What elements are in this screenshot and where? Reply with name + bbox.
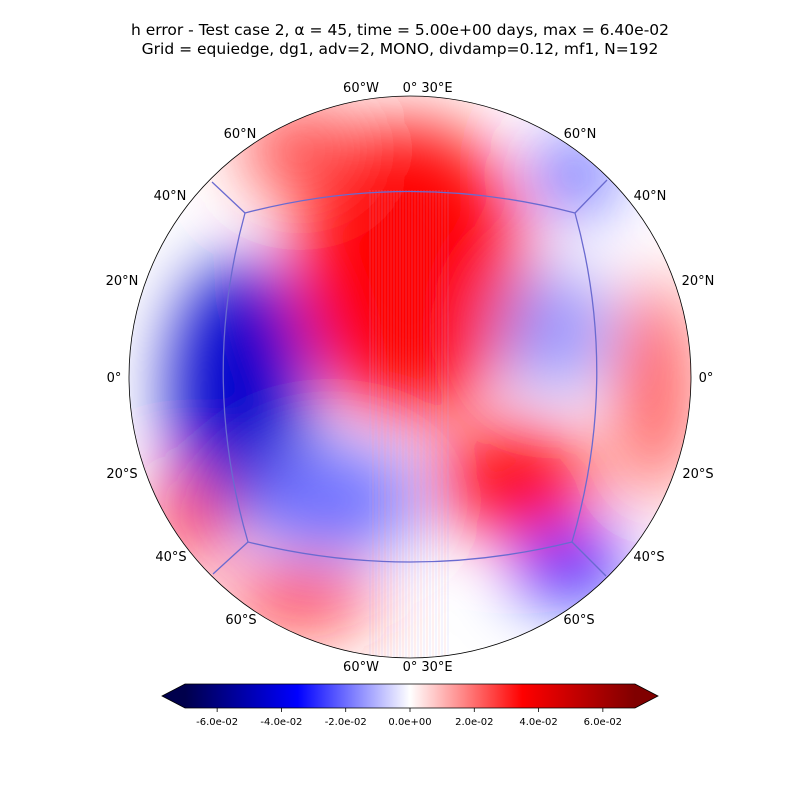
colorbar-tick-label: -2.0e-02 [325, 717, 367, 728]
lat-label-left: 20°S [106, 467, 137, 482]
lon-label-top: 0° [403, 81, 418, 96]
lat-label-left: 20°N [106, 274, 139, 289]
colorbar-tick-label: 6.0e-02 [584, 717, 622, 728]
field-blob-4 [500, 270, 610, 390]
error-field-blobs [155, 105, 690, 630]
lat-label-left: 60°N [224, 127, 257, 142]
colorbar-tick-label: -4.0e-02 [260, 717, 302, 728]
field-blob-0 [295, 120, 525, 420]
panel-corner-tr [574, 179, 608, 214]
colorbar-tick-label: 4.0e-02 [519, 717, 557, 728]
lon-label-bottom: 60°W [343, 660, 379, 675]
lat-label-left: 0° [107, 371, 122, 386]
lon-label-bottom: 30°E [421, 660, 452, 675]
colorbar-tick-label: -6.0e-02 [196, 717, 238, 728]
lat-label-right: 0° [699, 371, 714, 386]
lat-label-right: 20°S [682, 467, 713, 482]
lon-label-top: 30°E [421, 81, 452, 96]
lat-label-left: 40°S [155, 550, 186, 565]
field-blob-7 [515, 530, 625, 600]
field-blob-3 [240, 445, 420, 555]
panel-corner-br [571, 541, 607, 577]
chart-subtitle: Grid = equiedge, dg1, adv=2, MONO, divda… [141, 40, 659, 58]
panel-edge-left [222, 212, 249, 543]
colorbar-extend-min [162, 684, 185, 708]
panel-edge-right [571, 212, 598, 543]
cube-panel-edges [211, 179, 608, 577]
panel-seam-stripes [369, 190, 449, 658]
lat-label-right: 20°N [682, 274, 715, 289]
panel-edge-top [244, 190, 576, 214]
field-blob-9 [535, 140, 615, 210]
field-blob-6 [225, 570, 375, 630]
panel-corner-tl [211, 181, 246, 214]
lon-label-top: 60°W [343, 81, 379, 96]
field-blob-5 [435, 425, 595, 535]
lat-label-left: 40°N [154, 189, 187, 204]
colorbar-ticks: -6.0e-02 -4.0e-02 -2.0e-02 0.0e+00 2.0e-02 4.… [196, 708, 622, 728]
colorbar-outline [161, 683, 659, 709]
chart-title: h error - Test case 2, α = 45, time = 5.… [130, 21, 670, 39]
colorbar-tick-label: 0.0e+00 [388, 717, 431, 728]
colorbar-gradient [185, 684, 635, 708]
lat-label-right: 60°N [564, 127, 597, 142]
globe-field [129, 96, 691, 658]
field-blob-8 [620, 280, 690, 500]
panel-corner-bl [212, 541, 249, 575]
lat-label-right: 40°S [633, 550, 664, 565]
lon-label-bottom: 0° [403, 660, 418, 675]
panel-edge-bottom [247, 541, 573, 563]
colorbar-extend-max [635, 684, 658, 708]
colorbar-tick-label: 2.0e-02 [455, 717, 493, 728]
graticule-labels: 60°N 40°N 20°N 0° 20°S 40°S 60°S 60°N 40°N 20°N 0°… [106, 81, 715, 675]
field-blob-2 [170, 260, 310, 520]
colorbar: -6.0e-02 -4.0e-02 -2.0e-02 0.0e+00 2.0e-02 4.… [161, 683, 659, 728]
lat-label-right: 40°N [634, 189, 667, 204]
globe-outline [128, 95, 692, 659]
lat-label-left: 60°S [225, 613, 256, 628]
lat-label-right: 60°S [563, 613, 594, 628]
